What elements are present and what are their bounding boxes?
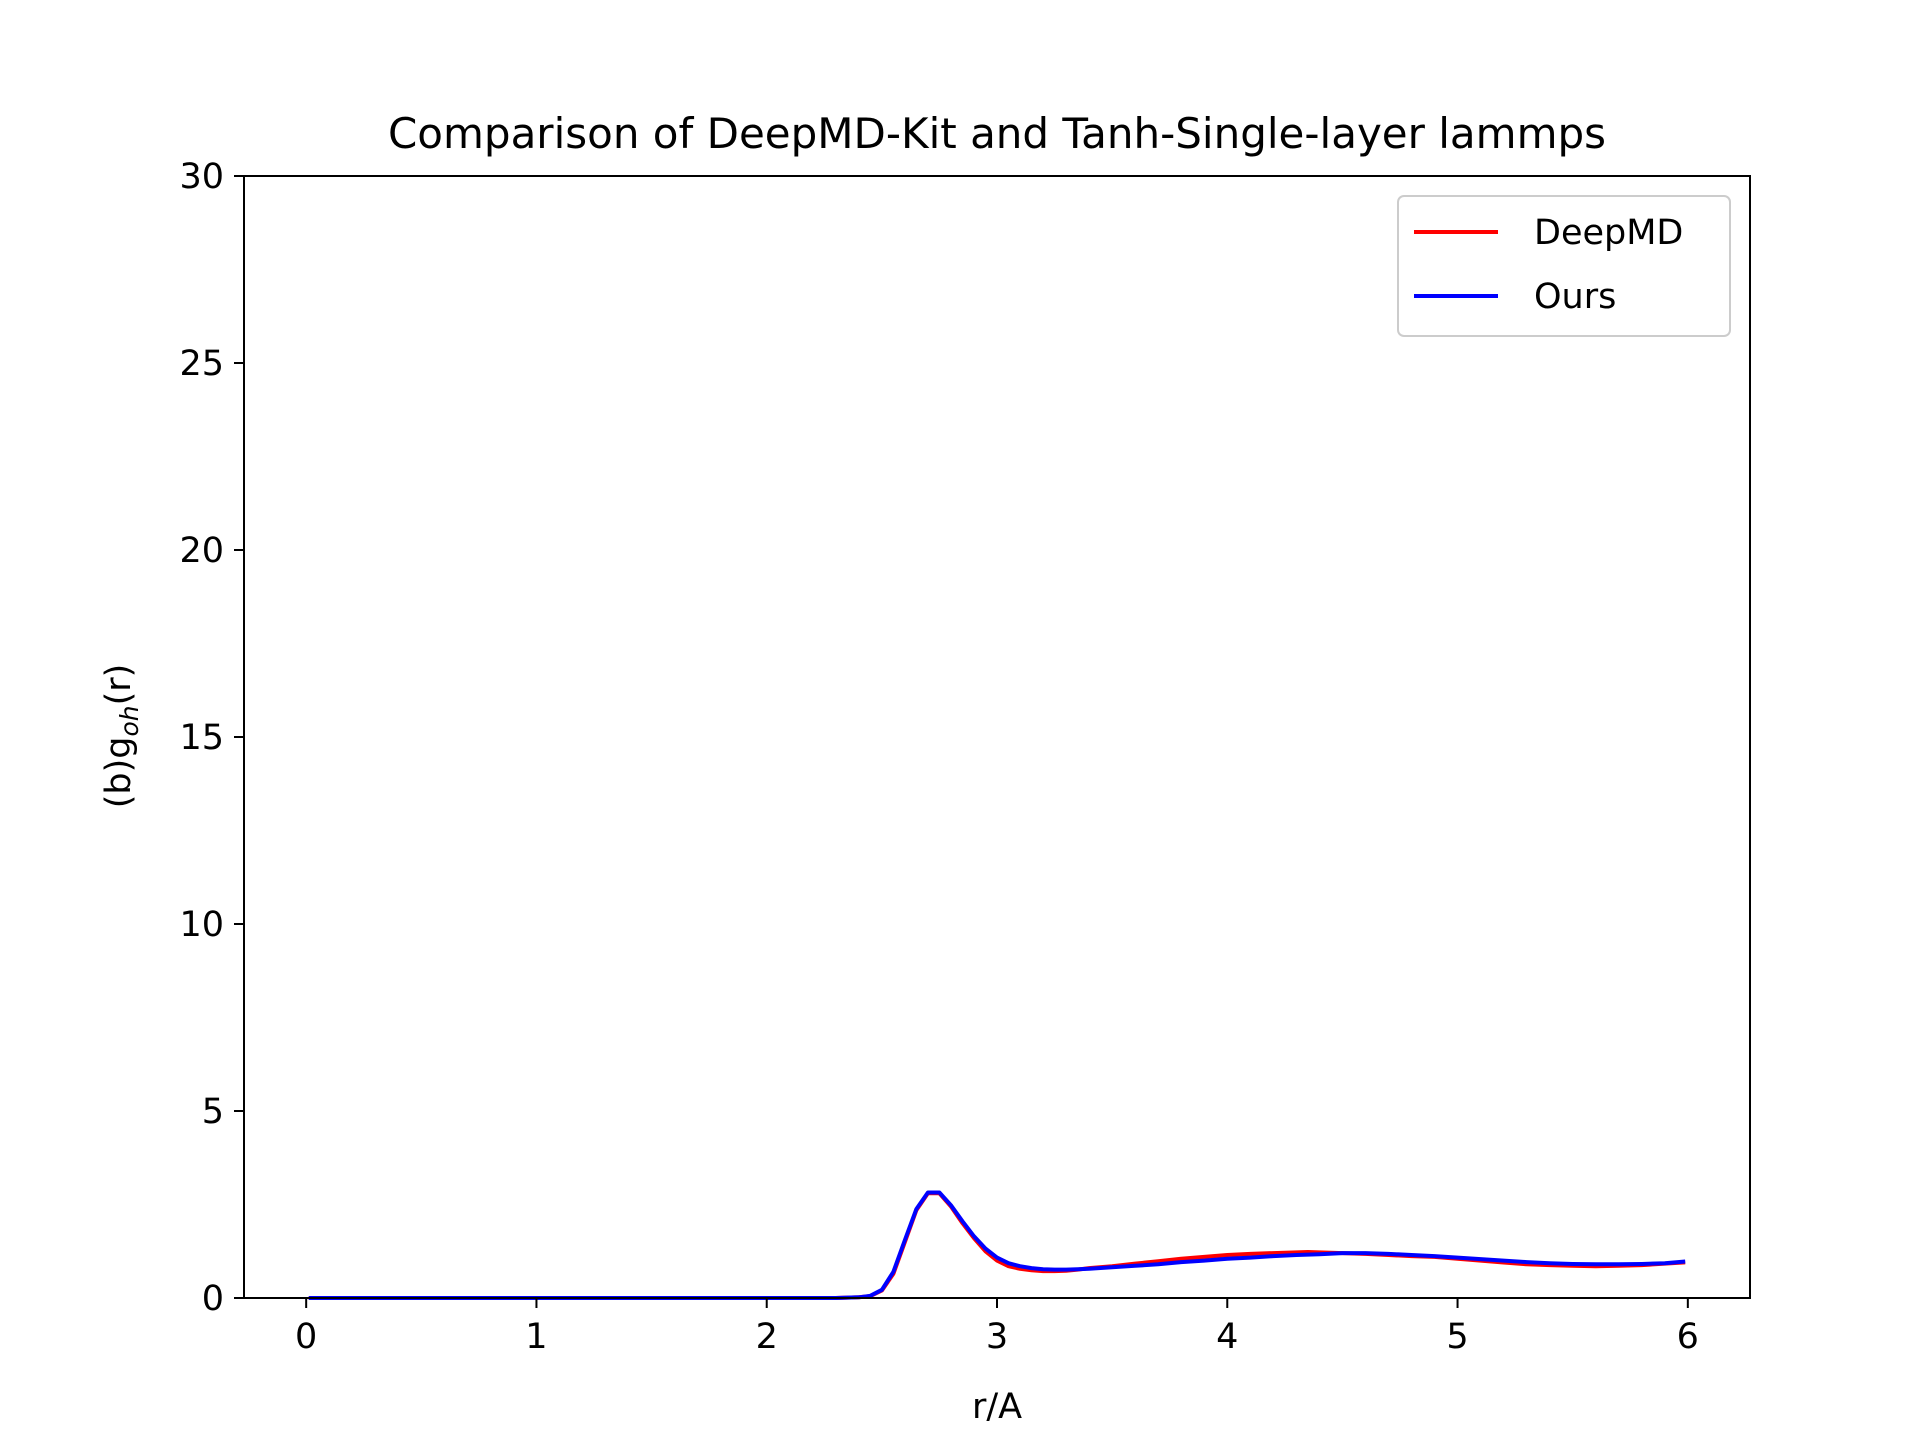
x-tick-label: 3 [986, 1317, 1008, 1357]
x-axis: 0 1 2 3 4 5 6 [295, 1298, 1699, 1357]
y-tick-label: 20 [179, 531, 224, 571]
x-tick-label: 1 [525, 1317, 547, 1357]
y-tick-label: 15 [179, 718, 224, 758]
y-axis-label: (b)goh(r) [99, 664, 144, 809]
legend-label-deepmd: DeepMD [1534, 213, 1683, 253]
series-line-ours [308, 1190, 1686, 1300]
series-line-deepmd [308, 1191, 1686, 1300]
y-tick-label: 30 [179, 157, 224, 197]
x-tick-label: 0 [295, 1317, 317, 1357]
chart-title: Comparison of DeepMD-Kit and Tanh-Single… [388, 109, 1606, 158]
legend-label-ours: Ours [1534, 277, 1616, 317]
plot-frame [243, 175, 1751, 1299]
y-axis-label-tail: (r) [99, 664, 139, 706]
y-tick-label: 5 [202, 1092, 224, 1132]
y-tick-label: 0 [202, 1279, 224, 1319]
plot-area [308, 1190, 1686, 1300]
x-tick-label: 2 [756, 1317, 778, 1357]
x-tick-label: 5 [1446, 1317, 1468, 1357]
y-tick-label: 25 [179, 344, 224, 384]
x-axis-label: r/A [972, 1387, 1022, 1427]
y-axis-label-subscript: oh [115, 705, 144, 736]
x-tick-label: 4 [1216, 1317, 1238, 1357]
x-tick-label: 6 [1677, 1317, 1699, 1357]
y-axis: 0 5 10 15 20 25 30 [179, 157, 244, 1319]
y-axis-label-main: (b)g [99, 737, 139, 809]
y-tick-label: 10 [179, 905, 224, 945]
legend: DeepMD Ours [1397, 195, 1731, 337]
